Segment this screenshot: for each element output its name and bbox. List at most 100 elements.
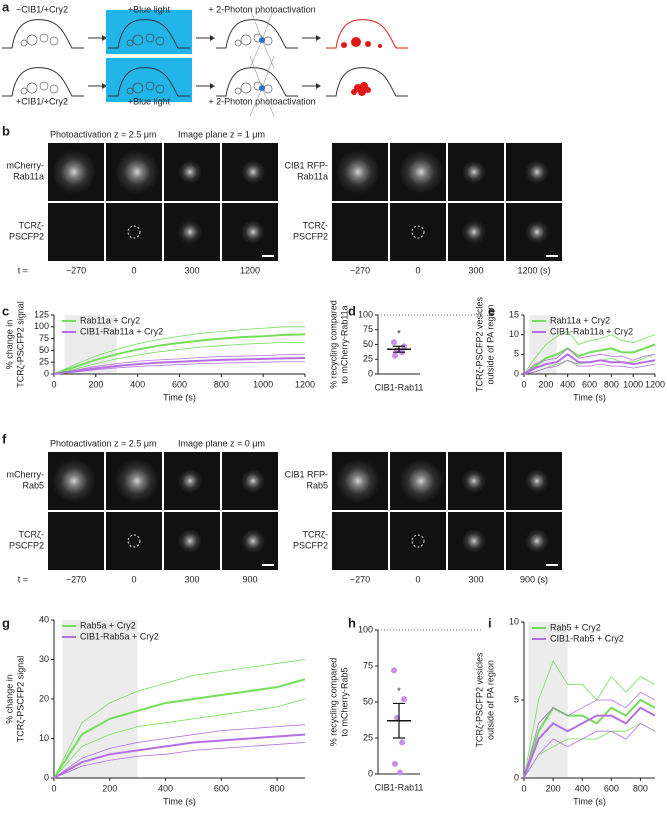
row-label: TCRζ- [303,529,328,539]
x-tick-label: 600 [582,379,597,389]
x-tick-label: CIB1-Rab11 [375,782,424,792]
sem-line [53,742,306,779]
time-label: −270 [350,265,370,275]
x-tick-label: 800 [633,783,648,793]
micrograph-header: Photoactivation z = 2.5 μm [50,129,157,139]
cell-signal [336,150,380,194]
cell-signal [525,220,549,244]
t-label: t = [18,574,28,584]
pa-region [127,225,141,239]
micrograph [106,203,162,261]
legend-label: Rab11a + Cry2 [550,315,610,325]
sem-line [53,326,305,375]
time-label: 900 (s) [520,574,548,584]
sem-line [523,691,656,779]
y-tick-label: 5 [514,349,519,359]
sem-line [523,330,656,375]
x-tick-label: 200 [546,783,561,793]
x-tick-label: 1200 [645,379,665,389]
mean-line [523,343,656,375]
cell-signal [178,469,202,493]
mean-line [53,678,306,779]
step-label: + 2-Photon photoactivation [208,96,315,106]
legend-label: Rab11a + Cry2 [80,315,140,325]
row-label: mCherry- [7,469,45,479]
x-tick-label: 1000 [623,379,643,389]
legend-label: CIB1-Rab11a + Cry2 [550,326,633,336]
shaded-region [62,620,138,778]
scale-bar [546,564,558,566]
shaded-region [64,315,117,374]
row-label: CIB1 RFP- [284,160,328,170]
red-vesicle [378,44,382,48]
cell-outline [2,19,84,49]
t-label: t = [18,265,28,275]
micrograph [48,203,104,261]
cell-signal [462,529,486,553]
x-tick-label: 1000 [253,379,273,389]
y-axis-label: TCRζ-PSCFP2 signal [15,656,25,743]
x-tick-label: 400 [130,379,145,389]
micrograph [332,203,388,261]
y-axis-label: outside of PA region [485,660,495,740]
y-axis-label: to mCherry-Rab11a [339,305,349,383]
vesicle [26,82,38,94]
cell-signal [241,529,265,553]
vesicle [39,33,49,43]
sem-line [53,353,306,375]
panel-label: g [2,615,10,630]
x-axis-label: Time (s) [163,392,196,402]
vesicle [49,84,59,94]
red-vesicle [351,37,361,47]
condition-label: −CIB1/+Cry2 [16,4,68,14]
vesicle [126,87,134,95]
x-tick-label: 600 [214,783,229,793]
y-tick-label: 75 [363,324,373,334]
y-tick-label: 100 [34,321,49,331]
y-tick-label: 50 [363,339,373,349]
micrograph [332,512,388,570]
pa-region [127,534,141,548]
cell-signal [462,220,486,244]
x-tick-label: 0 [51,783,56,793]
sem-line [523,347,656,375]
vesicle [126,39,134,47]
vesicle [49,36,59,46]
cell-signal [178,529,202,553]
row-label: PSCFP2 [9,231,44,241]
vesicle [145,33,155,43]
red-vesicle [365,41,371,47]
error-bar [393,345,405,353]
condition-label: +CIB1/+Cry2 [16,96,68,106]
x-tick-label: 200 [88,379,103,389]
row-label: CIB1 RFP- [284,469,328,479]
vesicle [132,82,144,94]
vesicle [263,36,273,46]
cell-signal [241,220,265,244]
x-tick-label: 800 [214,379,229,389]
cell-outline [326,19,408,49]
arrow-head [102,83,107,89]
cell-signal [52,459,96,503]
y-tick-label: 50 [39,345,49,355]
scale-bar [262,564,274,566]
legend-label: CIB1-Rab11a + Cry2 [80,326,163,336]
y-axis-label: TCRζ-PSCFP2 vesicles [474,652,484,747]
panel-label: h [348,615,356,630]
arrow-head [316,35,321,41]
time-label: 300 [468,265,483,275]
y-tick-label: 25 [39,357,49,367]
data-point [391,667,397,674]
time-label: 0 [131,574,136,584]
cell-outline [108,67,190,97]
row-label: Rab5 [22,480,44,490]
cell-outline [108,19,190,49]
y-tick-label: 5 [514,694,519,704]
micrograph [106,512,162,570]
time-label: 0 [415,265,420,275]
x-axis-label: Time (s) [163,796,196,806]
y-tick-label: 30 [39,654,49,664]
blue-light-box [106,10,192,54]
y-tick-label: 10 [509,616,519,626]
y-tick-label: 125 [34,309,49,319]
